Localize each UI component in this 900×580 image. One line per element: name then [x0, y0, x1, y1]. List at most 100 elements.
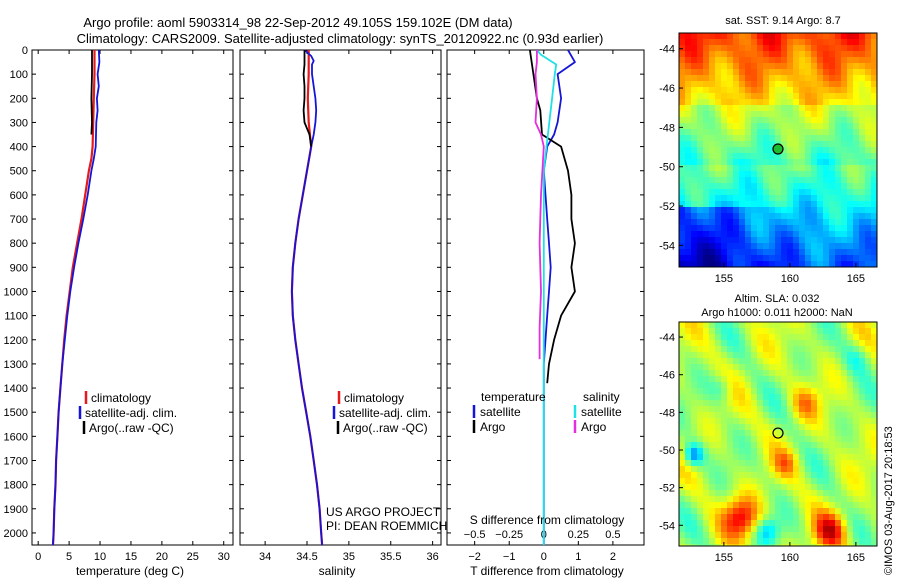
map-cell	[865, 153, 872, 160]
map-cell	[769, 171, 776, 178]
map-cell	[703, 111, 710, 118]
map-cell	[739, 63, 746, 70]
map-cell	[853, 177, 860, 184]
map-cell	[691, 51, 698, 58]
map-cell	[757, 370, 764, 377]
map-cell	[865, 514, 872, 521]
map-cell	[733, 243, 740, 250]
map-cell	[781, 448, 788, 455]
map-cell	[697, 496, 704, 503]
map-cell	[835, 159, 842, 166]
map-cell	[829, 171, 836, 178]
map-cell	[757, 129, 764, 136]
map-cell	[871, 460, 877, 467]
map-cell	[739, 418, 746, 425]
map-cell	[787, 237, 794, 244]
map-cell	[739, 105, 746, 112]
map-cell	[727, 171, 734, 178]
map-cell	[835, 33, 842, 40]
map-cell	[811, 183, 818, 190]
map-cell	[781, 153, 788, 160]
map-cell	[865, 141, 872, 148]
map-cell	[721, 69, 728, 76]
map-cell	[745, 183, 752, 190]
map-cell	[835, 225, 842, 232]
map-cell	[763, 87, 770, 94]
map-cell	[841, 394, 848, 401]
legend-label-targo: Argo	[480, 420, 506, 434]
map-cell	[715, 63, 722, 70]
map-cell	[709, 63, 716, 70]
map-cell	[679, 478, 686, 485]
sst-map-title: sat. SST: 9.14 Argo: 8.7	[725, 15, 841, 27]
map-cell	[745, 231, 752, 238]
map-cell	[829, 472, 836, 479]
map-cell	[829, 219, 836, 226]
map-cell	[865, 526, 872, 533]
map-cell	[727, 153, 734, 160]
map-cell	[787, 153, 794, 160]
map-cell	[787, 424, 794, 431]
map-cell	[775, 394, 782, 401]
map-cell	[865, 352, 872, 359]
map-cell	[859, 111, 866, 118]
map-cell	[835, 183, 842, 190]
map-cell	[811, 135, 818, 142]
map-cell	[703, 69, 710, 76]
map-cell	[739, 382, 746, 389]
map-cell	[793, 207, 800, 214]
map-cell	[799, 370, 806, 377]
map-cell	[691, 400, 698, 407]
map-cell	[799, 141, 806, 148]
map-cell	[751, 544, 758, 546]
map-cell	[691, 87, 698, 94]
map-cell	[841, 117, 848, 124]
map-cell	[697, 424, 704, 431]
map-cell	[835, 490, 842, 497]
map-cell	[781, 171, 788, 178]
series-climatology	[290, 50, 324, 545]
map-cell	[733, 436, 740, 443]
map-cell	[739, 400, 746, 407]
map-cell	[811, 99, 818, 106]
map-cell	[691, 105, 698, 112]
map-cell	[793, 189, 800, 196]
map-cell	[703, 93, 710, 100]
map-cell	[757, 532, 764, 539]
map-cell	[799, 460, 806, 467]
map-cell	[835, 261, 842, 267]
map-cell	[691, 514, 698, 521]
map-cell	[787, 532, 794, 539]
map-cell	[853, 225, 860, 232]
map-cell	[805, 394, 812, 401]
map-cell	[787, 442, 794, 449]
map-cell	[709, 352, 716, 359]
map-cell	[739, 340, 746, 347]
map-cell	[811, 243, 818, 250]
map-cell	[811, 237, 818, 244]
map-cell	[763, 412, 770, 419]
map-cell	[805, 388, 812, 395]
map-cell	[865, 243, 872, 250]
map-cell	[697, 141, 704, 148]
map-cell	[685, 75, 692, 82]
map-cell	[733, 340, 740, 347]
map-cell	[757, 111, 764, 118]
map-cell	[757, 219, 764, 226]
map-cell	[697, 466, 704, 473]
map-cell	[703, 249, 710, 256]
map-cell	[823, 213, 830, 220]
map-cell	[745, 123, 752, 130]
map-cell	[811, 418, 818, 425]
map-cell	[727, 454, 734, 461]
map-cell	[697, 436, 704, 443]
map-cell	[799, 352, 806, 359]
map-cell	[757, 147, 764, 154]
map-cell	[781, 39, 788, 46]
map-cell	[805, 39, 812, 46]
map-cell	[691, 33, 698, 40]
map-cell	[739, 165, 746, 172]
map-cell	[679, 255, 686, 262]
map-cell	[679, 153, 686, 160]
map-cell	[871, 111, 877, 118]
